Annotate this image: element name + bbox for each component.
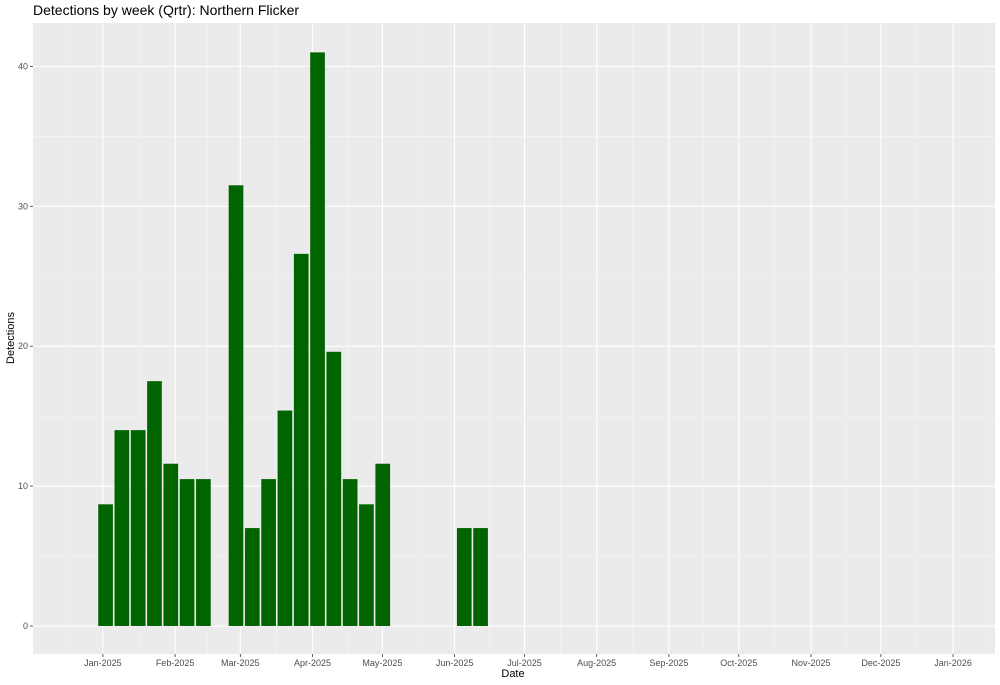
bar: [114, 430, 130, 627]
bar: [130, 430, 146, 627]
x-tick-label: Dec-2025: [861, 658, 900, 668]
bar: [293, 253, 309, 627]
x-tick-label: Aug-2025: [577, 658, 616, 668]
x-tick-label: May-2025: [362, 658, 402, 668]
x-tick-label: Nov-2025: [791, 658, 830, 668]
bar: [228, 185, 244, 627]
bar: [98, 504, 113, 627]
y-tick-label: 40: [18, 61, 28, 71]
bar: [359, 504, 374, 627]
bar: [147, 381, 162, 627]
y-tick-label: 10: [18, 481, 28, 491]
bar: [456, 528, 472, 627]
y-axis-title: Detections: [5, 312, 17, 364]
bar: [244, 528, 260, 627]
bar: [277, 410, 293, 627]
bar: [261, 479, 276, 627]
minor-gridlines: [33, 23, 995, 654]
x-tick-label: Oct-2025: [720, 658, 757, 668]
bar: [473, 528, 488, 627]
x-tick-label: Jun-2025: [436, 658, 474, 668]
x-tick-label: Jan-2026: [934, 658, 972, 668]
bar: [179, 479, 195, 627]
bar: [326, 351, 342, 627]
bars: [98, 52, 488, 627]
bar: [375, 463, 391, 627]
y-tick-label: 30: [18, 201, 28, 211]
y-tick-label: 20: [18, 341, 28, 351]
x-tick-label: Sep-2025: [649, 658, 688, 668]
chart-title: Detections by week (Qrtr): Northern Flic…: [33, 2, 299, 18]
x-axis-ticks: Jan-2025 Feb-2025 Mar-2025 Apr-2025 May-2025…: [84, 654, 972, 668]
y-axis-ticks: 0 10 20 30 40: [18, 61, 33, 631]
x-tick-label: Feb-2025: [156, 658, 195, 668]
bar: [196, 479, 211, 627]
bar: [310, 52, 325, 627]
bar: [342, 479, 358, 627]
x-tick-label: Jan-2025: [84, 658, 122, 668]
x-tick-label: Jul-2025: [507, 658, 542, 668]
x-tick-label: Apr-2025: [294, 658, 331, 668]
x-axis-title: Date: [501, 668, 524, 680]
bar: [163, 463, 179, 627]
y-tick-label: 0: [23, 621, 28, 631]
x-tick-label: Mar-2025: [221, 658, 260, 668]
